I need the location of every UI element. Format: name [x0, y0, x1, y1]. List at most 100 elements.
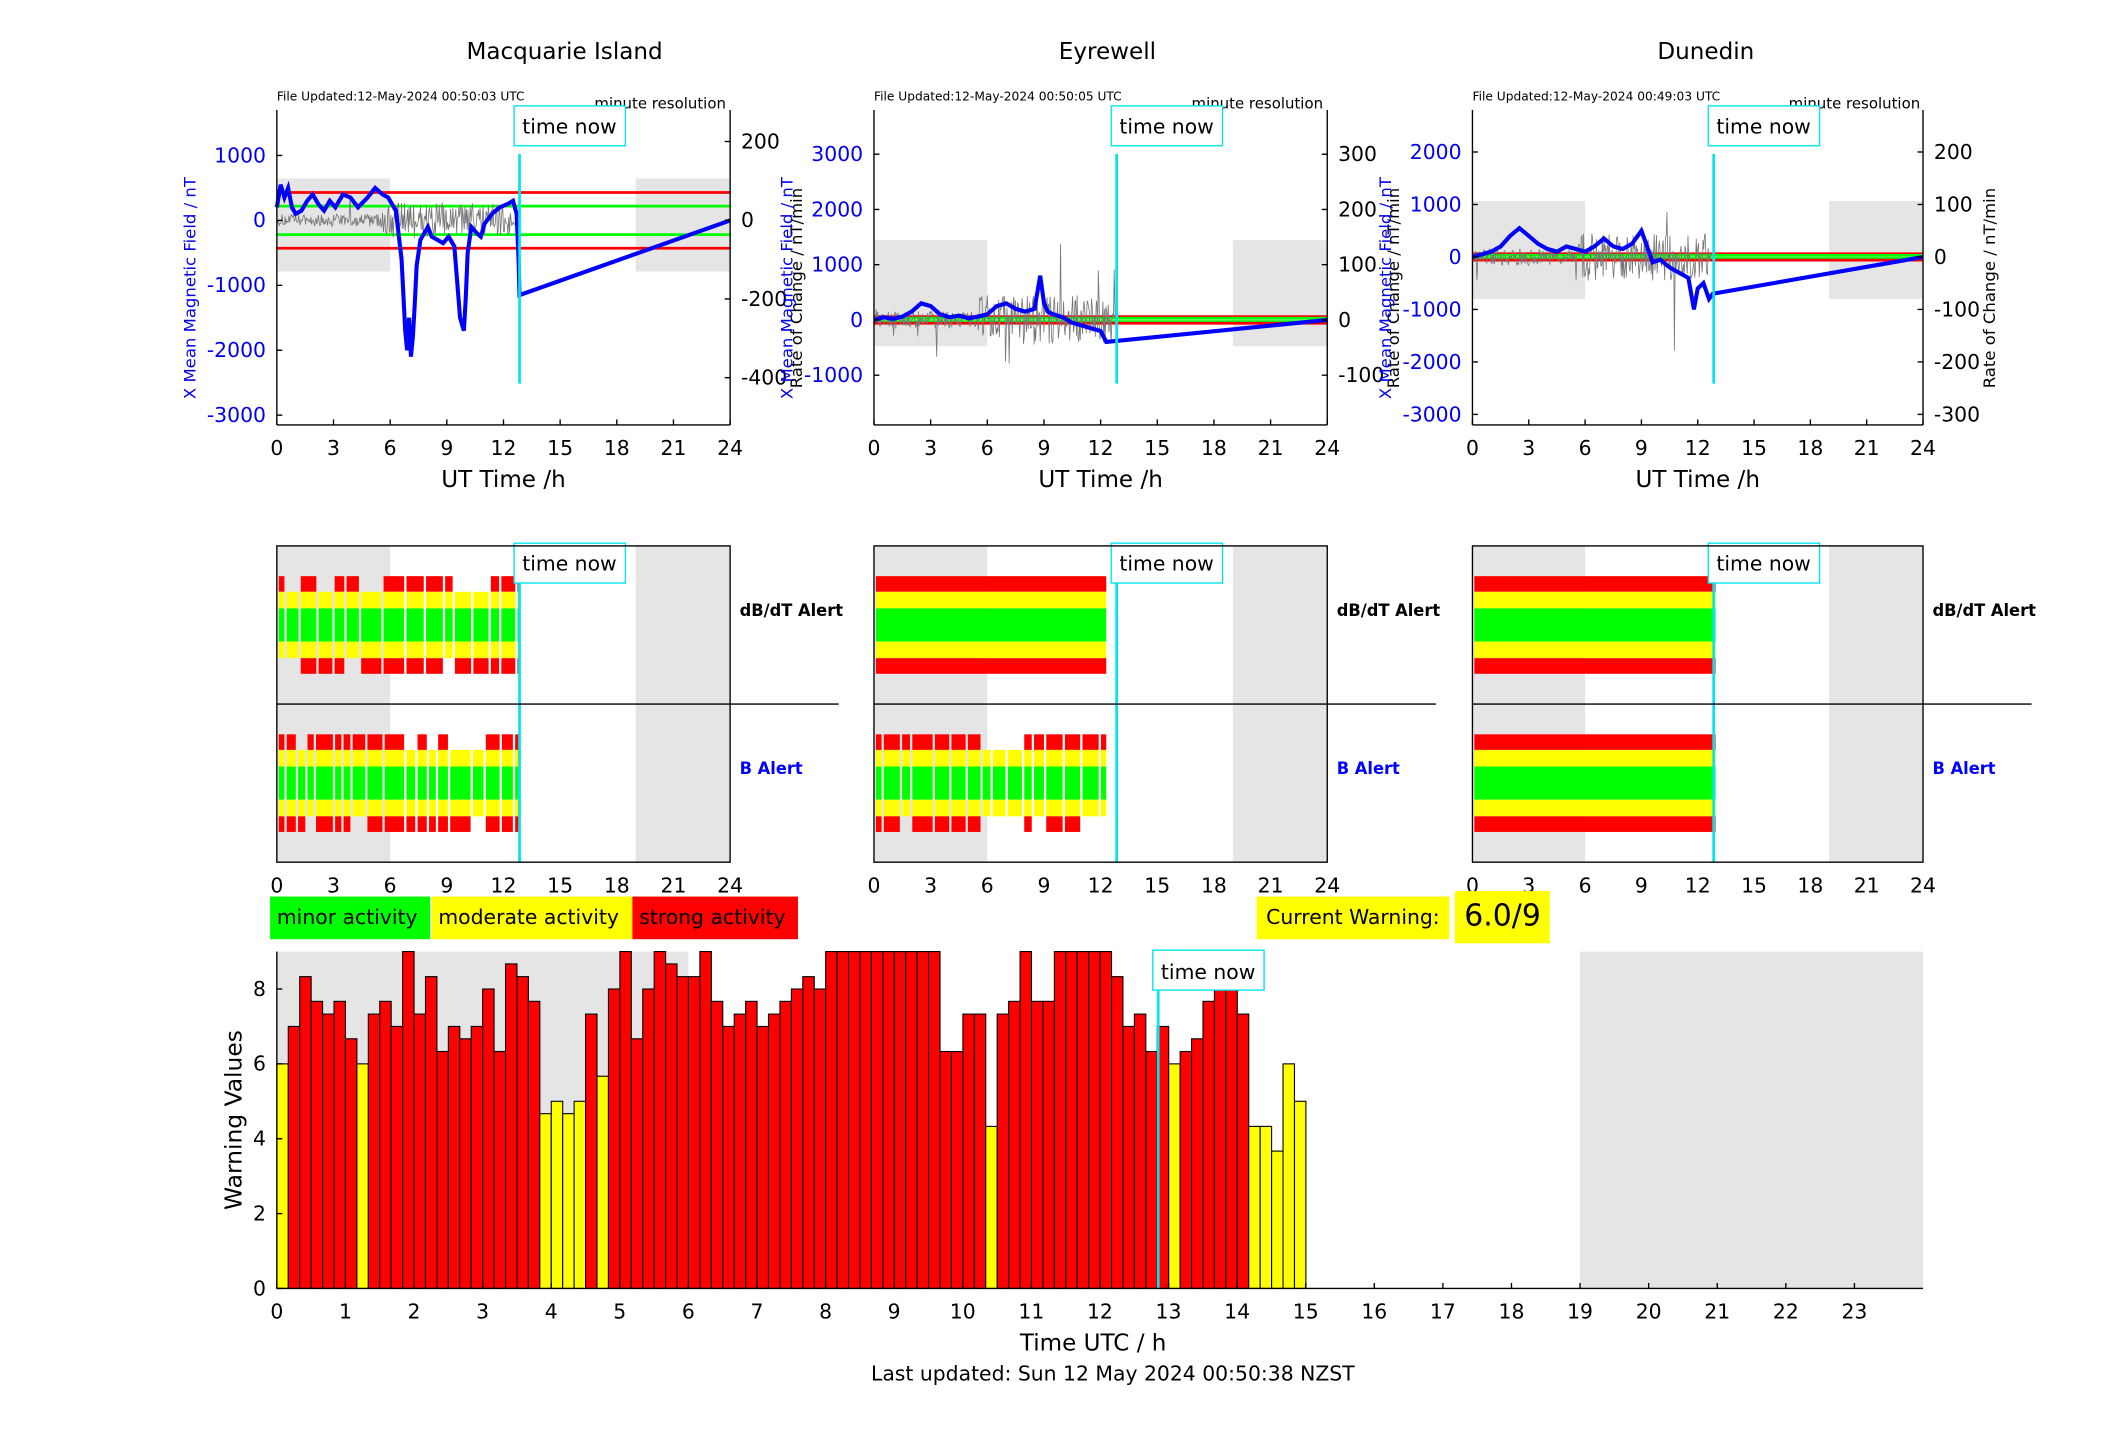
b-alert-band [406, 799, 416, 817]
b-alert-band [438, 749, 448, 767]
b-alert-band [1082, 734, 1099, 750]
b-alert-band [967, 749, 981, 767]
ytick-left-label: -1000 [207, 273, 266, 297]
warning-bar [1042, 1000, 1055, 1290]
ytick-left-label: -3000 [207, 403, 266, 427]
b-alert-band [367, 749, 383, 767]
xtick-label: 0 [1466, 436, 1479, 460]
bar-xtick-label: 7 [750, 1300, 763, 1324]
ytick-right-label: 200 [1934, 140, 1973, 164]
warning-bar [882, 951, 895, 1290]
file-updated-macquarie: File Updated:12-May-2024 00:50:03 UTC [276, 90, 525, 105]
b-alert-band [1100, 766, 1107, 800]
b-alert-band [352, 799, 366, 817]
b-alert-band [1034, 749, 1044, 767]
b-alert-band [1034, 766, 1044, 800]
warning-bar [482, 988, 495, 1290]
b-alert-band [992, 766, 1006, 800]
b-alert-band [450, 799, 471, 817]
dbdt-alert-band [300, 591, 317, 609]
b-alert-band [335, 816, 342, 832]
warning-bar [447, 1025, 461, 1290]
dbdt-alert-band [286, 591, 299, 609]
b-alert-band [1082, 766, 1099, 800]
warning-bar [344, 1038, 358, 1290]
ytick-left-label: 0 [1449, 245, 1462, 269]
xtick-label: 6 [1579, 436, 1592, 460]
dbdt-alert-band [361, 658, 382, 674]
b-alert-band [450, 816, 471, 832]
xtick-label: 6 [981, 436, 994, 460]
b-alert-band [429, 766, 436, 800]
ytick-left-label: 3000 [811, 142, 863, 166]
b-alert-band [1024, 734, 1032, 750]
warning-bar [996, 1013, 1010, 1290]
ytick-right-label: -300 [1934, 402, 1980, 426]
dbdt-alert-band [473, 608, 489, 642]
xtick-label: 18 [604, 436, 630, 460]
ytick-left-label: 2000 [811, 197, 863, 221]
b-alert-band [951, 734, 966, 750]
b-alert-band [307, 734, 314, 750]
bar-xtick-label: 12 [1087, 1300, 1113, 1324]
dbdt-alert-band [346, 608, 359, 642]
b-alert-band [485, 734, 500, 750]
b-alert-band [278, 734, 285, 750]
dbdt-alert-label: dB/dT Alert [740, 601, 844, 620]
dbdt-alert-band [490, 576, 500, 592]
warning-bar [985, 1125, 998, 1290]
bar-xtick-label: 23 [1841, 1300, 1867, 1324]
alert-xtick-label: 6 [981, 873, 994, 897]
b-alert-band [515, 749, 520, 767]
x-axis-label: UT Time /h [1038, 466, 1162, 493]
warning-bar [779, 1000, 792, 1290]
bar-y-axis-label: Warning Values [221, 1030, 248, 1210]
time-now-box [513, 105, 627, 147]
b-alert-band [934, 816, 950, 832]
warning-bar [905, 951, 918, 1290]
bar-ytick-label: 6 [253, 1052, 266, 1076]
dbdt-alert-band [490, 608, 500, 642]
b-alert-band [902, 749, 911, 767]
bar-xtick-label: 21 [1704, 1300, 1730, 1324]
warning-bar [939, 1050, 952, 1290]
b-alert-band [1024, 749, 1032, 767]
dbdt-alert-band [286, 641, 299, 659]
b-alert-band [515, 799, 520, 817]
warning-bar [322, 1013, 335, 1290]
field-plot-2: time now-3000-2000-1000010002000-300-200… [1376, 105, 1999, 493]
alert-xtick-label: 0 [867, 873, 880, 897]
warning-bar [299, 976, 312, 1290]
dbdt-alert-band [501, 641, 516, 659]
bar-xtick-label: 14 [1224, 1300, 1250, 1324]
b-alert-band [912, 766, 933, 800]
warning-bar [1053, 951, 1067, 1290]
b-alert-band [992, 749, 1006, 767]
alert-xtick-label: 6 [1579, 873, 1592, 897]
alert-xtick-label: 12 [491, 873, 517, 897]
b-alert-band [883, 799, 900, 817]
ytick-right-label: -100 [1338, 363, 1384, 387]
ytick-right-label: -100 [1934, 297, 1980, 321]
b-alert-band [875, 799, 882, 817]
warning-bar [1236, 1013, 1250, 1290]
y-axis-label-left: X Mean Magnetic Field / nT [778, 176, 797, 399]
b-alert-band [307, 749, 314, 767]
b-alert-band [1046, 766, 1063, 800]
station-title-macquarie: Macquarie Island [466, 38, 663, 67]
field-series-line [274, 180, 731, 357]
b-alert-band [992, 799, 1006, 817]
xtick-label: 6 [384, 436, 397, 460]
alert-time-now-label: time now [522, 552, 616, 576]
warning-bar [1168, 1063, 1181, 1290]
current-warning-value: 6.0/9 [1454, 891, 1551, 944]
b-alert-band [883, 816, 900, 832]
b-alert-band [472, 749, 484, 767]
dbdt-alert-label: dB/dT Alert [1337, 601, 1441, 620]
b-alert-band [343, 816, 351, 832]
dbdt-alert-band [875, 641, 1107, 659]
b-alert-band [307, 766, 314, 800]
y-axis-label-right: Rate of Change / nT/min [1980, 188, 1999, 388]
